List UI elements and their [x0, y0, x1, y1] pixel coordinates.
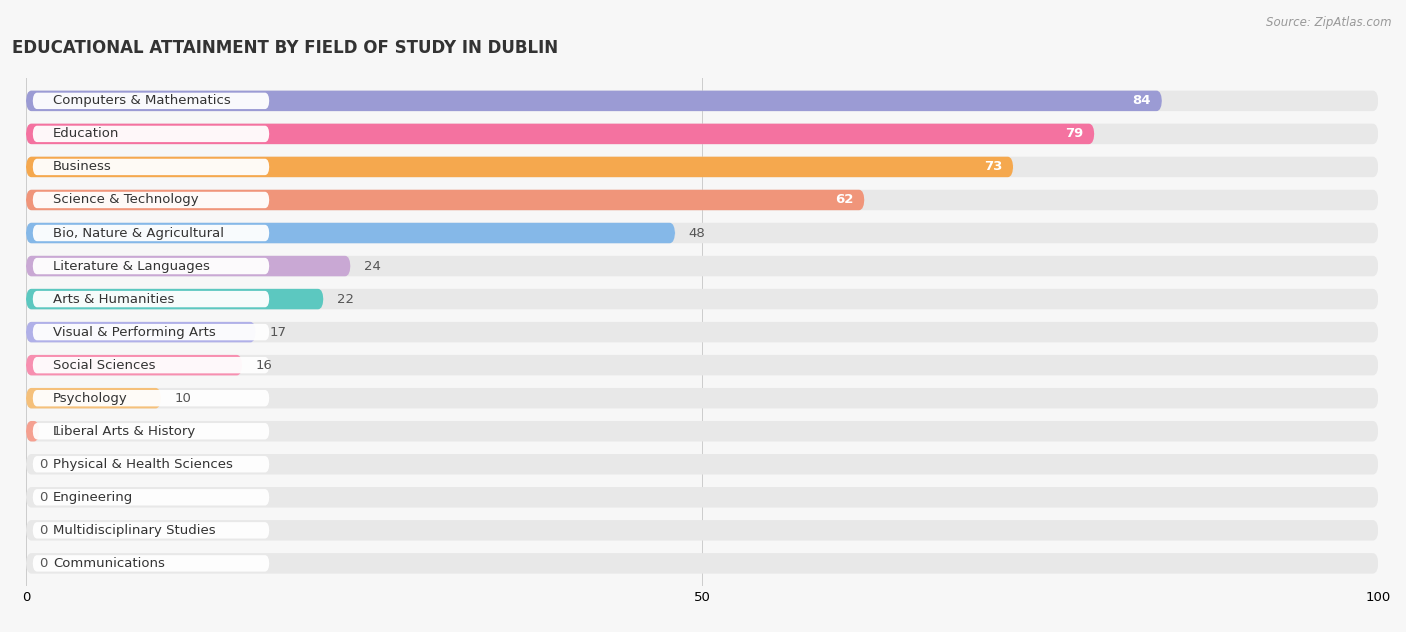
FancyBboxPatch shape [25, 322, 1378, 343]
FancyBboxPatch shape [32, 291, 270, 307]
Text: Physical & Health Sciences: Physical & Health Sciences [53, 458, 233, 471]
Text: 16: 16 [256, 358, 273, 372]
FancyBboxPatch shape [25, 520, 1378, 540]
Text: 10: 10 [174, 392, 191, 404]
Text: Literature & Languages: Literature & Languages [53, 260, 209, 272]
FancyBboxPatch shape [25, 222, 675, 243]
Text: Liberal Arts & History: Liberal Arts & History [53, 425, 195, 438]
FancyBboxPatch shape [25, 157, 1014, 177]
Text: 1: 1 [53, 425, 62, 438]
Text: Communications: Communications [53, 557, 165, 570]
FancyBboxPatch shape [25, 256, 350, 276]
FancyBboxPatch shape [25, 289, 1378, 309]
Text: Engineering: Engineering [53, 491, 134, 504]
FancyBboxPatch shape [32, 456, 270, 473]
FancyBboxPatch shape [32, 357, 270, 374]
Text: EDUCATIONAL ATTAINMENT BY FIELD OF STUDY IN DUBLIN: EDUCATIONAL ATTAINMENT BY FIELD OF STUDY… [13, 39, 558, 58]
FancyBboxPatch shape [25, 454, 1378, 475]
FancyBboxPatch shape [32, 489, 270, 506]
Text: 62: 62 [835, 193, 853, 207]
FancyBboxPatch shape [32, 423, 270, 439]
Text: Social Sciences: Social Sciences [53, 358, 156, 372]
FancyBboxPatch shape [25, 322, 256, 343]
FancyBboxPatch shape [32, 126, 270, 142]
FancyBboxPatch shape [32, 191, 270, 208]
FancyBboxPatch shape [25, 421, 1378, 442]
FancyBboxPatch shape [25, 222, 1378, 243]
Text: Visual & Performing Arts: Visual & Performing Arts [53, 325, 215, 339]
Text: 22: 22 [337, 293, 354, 306]
FancyBboxPatch shape [25, 553, 1378, 574]
FancyBboxPatch shape [32, 258, 270, 274]
FancyBboxPatch shape [25, 388, 1378, 408]
FancyBboxPatch shape [25, 90, 1378, 111]
FancyBboxPatch shape [25, 487, 1378, 507]
Text: 0: 0 [39, 524, 48, 537]
FancyBboxPatch shape [32, 555, 270, 571]
Text: 24: 24 [364, 260, 381, 272]
FancyBboxPatch shape [25, 421, 39, 442]
FancyBboxPatch shape [25, 157, 1378, 177]
FancyBboxPatch shape [25, 190, 865, 210]
FancyBboxPatch shape [25, 124, 1094, 144]
Text: 84: 84 [1133, 94, 1152, 107]
Text: 73: 73 [984, 161, 1002, 173]
Text: 79: 79 [1066, 128, 1084, 140]
Text: Bio, Nature & Agricultural: Bio, Nature & Agricultural [53, 226, 224, 240]
FancyBboxPatch shape [32, 93, 270, 109]
FancyBboxPatch shape [25, 190, 1378, 210]
FancyBboxPatch shape [25, 355, 242, 375]
Text: 17: 17 [270, 325, 287, 339]
FancyBboxPatch shape [32, 522, 270, 538]
Text: 0: 0 [39, 491, 48, 504]
Text: Psychology: Psychology [53, 392, 128, 404]
Text: Education: Education [53, 128, 120, 140]
FancyBboxPatch shape [25, 90, 1161, 111]
Text: Source: ZipAtlas.com: Source: ZipAtlas.com [1267, 16, 1392, 29]
FancyBboxPatch shape [32, 324, 270, 340]
Text: 48: 48 [689, 226, 706, 240]
FancyBboxPatch shape [25, 289, 323, 309]
Text: 0: 0 [39, 557, 48, 570]
Text: Multidisciplinary Studies: Multidisciplinary Studies [53, 524, 215, 537]
Text: 0: 0 [39, 458, 48, 471]
Text: Science & Technology: Science & Technology [53, 193, 198, 207]
FancyBboxPatch shape [32, 390, 270, 406]
Text: Arts & Humanities: Arts & Humanities [53, 293, 174, 306]
FancyBboxPatch shape [25, 355, 1378, 375]
FancyBboxPatch shape [25, 256, 1378, 276]
FancyBboxPatch shape [25, 388, 162, 408]
Text: Business: Business [53, 161, 111, 173]
Text: Computers & Mathematics: Computers & Mathematics [53, 94, 231, 107]
FancyBboxPatch shape [32, 225, 270, 241]
FancyBboxPatch shape [32, 159, 270, 175]
FancyBboxPatch shape [25, 124, 1378, 144]
